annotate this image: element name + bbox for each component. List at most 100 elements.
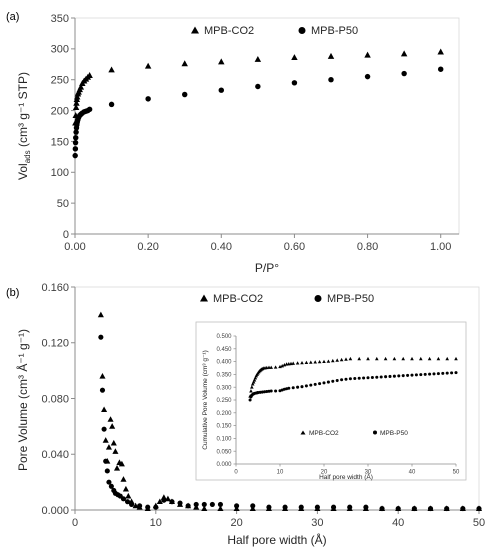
inset-point-mpb-co2-48 xyxy=(418,356,423,361)
panel-a-point-mpb-co2-21 xyxy=(327,52,335,59)
inset-point-mpb-p50-20 xyxy=(287,386,291,390)
inset-y-tick-label-5: 0.250 xyxy=(216,398,232,404)
inset-legend-marker-mpb-co2 xyxy=(300,430,306,435)
panel-a-point-mpb-co2-23 xyxy=(400,50,408,57)
panel-b-point-mpb-p50-1 xyxy=(99,387,106,393)
inset-y-tick-label-10: 0.500 xyxy=(216,334,232,340)
inset-point-mpb-p50-30 xyxy=(331,379,335,383)
inset-point-mpb-p50-44 xyxy=(392,374,396,378)
inset-point-mpb-co2-1 xyxy=(249,389,253,393)
panel-a-y-tick-label-3: 150 xyxy=(51,136,69,148)
panel-b-point-mpb-co2-14 xyxy=(122,485,129,492)
panel-a-point-mpb-co2-24 xyxy=(437,48,444,55)
inset-point-mpb-co2-37 xyxy=(335,358,340,362)
inset-cumulative-pore-volume: 0.000 0.050 0.100 0.150 0.200 0.250 0.300 0.350… xyxy=(195,321,467,481)
inset-point-mpb-p50-50 xyxy=(419,373,423,377)
inset-point-mpb-co2-38 xyxy=(339,357,344,362)
panel-b-point-mpb-p50-36 xyxy=(411,506,417,512)
panel-a-point-mpb-co2-16 xyxy=(144,62,152,69)
panel-b-point-mpb-p50-21 xyxy=(193,501,199,507)
inset-point-mpb-co2-32 xyxy=(313,360,318,364)
panel-b-point-mpb-p50-5 xyxy=(106,479,112,485)
panel-b-point-mpb-p50-13 xyxy=(129,501,135,507)
panel-a-point-mpb-co2-9 xyxy=(77,83,85,90)
panel-b-point-mpb-co2-0 xyxy=(97,311,104,318)
inset-point-mpb-p50-28 xyxy=(322,381,326,385)
panel-b-point-mpb-co2-2 xyxy=(101,406,108,413)
inset-point-mpb-co2-43 xyxy=(374,356,379,361)
inset-point-mpb-p50-25 xyxy=(309,383,313,387)
panel-a-y-ticks: 0 50 100 150 200 250 300 350 xyxy=(51,13,75,241)
inset-point-mpb-co2-34 xyxy=(322,359,326,364)
inset-point-mpb-p50-55 xyxy=(441,371,445,375)
inset-point-mpb-co2-3 xyxy=(250,382,255,386)
inset-legend-label-mpb-co2: MPB-CO2 xyxy=(309,430,339,437)
inset-point-mpb-p50-46 xyxy=(401,374,405,378)
inset-point-mpb-p50-10 xyxy=(260,390,264,394)
panel-b-y-tick-label-3: 0.120 xyxy=(41,338,69,350)
inset-x-tick-label-2: 20 xyxy=(321,470,328,476)
panel-b-x-tick-label-3: 30 xyxy=(311,517,323,529)
panel-b-legend-label-mpb-p50: MPB-P50 xyxy=(327,293,374,305)
inset-point-mpb-co2-47 xyxy=(410,356,414,361)
panel-a-point-mpb-co2-5 xyxy=(73,93,81,100)
panel-b-point-mpb-co2-1 xyxy=(99,373,106,379)
panel-a-point-mpb-p50-27 xyxy=(437,66,444,72)
panel-a-point-mpb-co2-20 xyxy=(291,54,298,61)
inset-point-mpb-co2-46 xyxy=(401,356,406,361)
inset-point-mpb-co2-45 xyxy=(392,356,397,361)
panel-b-point-mpb-co2-7 xyxy=(109,423,116,429)
inset-point-mpb-p50-43 xyxy=(388,374,392,378)
panel-a-point-mpb-co2-17 xyxy=(181,60,188,67)
inset-point-mpb-co2-5 xyxy=(252,378,257,382)
panel-a-y-tick-label-5: 250 xyxy=(51,75,69,87)
inset-y-tick-label-6: 0.300 xyxy=(216,385,232,391)
panel-a-legend: MPB-CO2 MPB-P50 xyxy=(191,25,358,37)
inset-point-mpb-co2-39 xyxy=(344,357,348,361)
panel-a-point-mpb-p50-19 xyxy=(145,96,151,102)
inset-y-tick-label-7: 0.350 xyxy=(216,373,232,379)
panel-a-y-tick-label-4: 200 xyxy=(51,105,69,117)
panel-b-point-mpb-co2-29 xyxy=(217,505,224,512)
panel-b-y-tick-label-4: 0.160 xyxy=(41,282,69,294)
inset-point-mpb-p50-41 xyxy=(379,375,383,379)
inset-point-mpb-p50-29 xyxy=(326,380,330,384)
panel-b-point-mpb-co2-3 xyxy=(102,437,109,443)
inset-frame xyxy=(195,321,467,481)
inset-legend-label-mpb-p50: MPB-P50 xyxy=(380,430,408,437)
inset-y-tick-label-0: 0.000 xyxy=(216,462,232,468)
panel-b-y-tick-label-0: 0.000 xyxy=(41,505,69,517)
panel-b-y-tick-label-2: 0.080 xyxy=(41,393,69,405)
panel-b-x-ticks: 0 10 20 30 40 50 xyxy=(72,510,485,529)
panel-a-point-mpb-co2-15 xyxy=(108,66,115,73)
panel-a-point-mpb-co2-3 xyxy=(73,99,80,106)
panel-b-pore-size-distribution: (b) 0.000 0.040 0.080 0.120 0.160 0 10 20 30 40 5… xyxy=(6,282,485,547)
panel-b-point-mpb-co2-12 xyxy=(118,460,125,467)
inset-point-mpb-co2-6 xyxy=(253,376,258,380)
inset-point-mpb-p50-31 xyxy=(335,379,339,383)
inset-point-mpb-p50-38 xyxy=(366,376,370,380)
inset-point-mpb-p50-32 xyxy=(340,378,344,382)
panel-b-x-axis-label: Half pore width (Å) xyxy=(227,532,326,547)
inset-point-mpb-p50-14 xyxy=(269,389,273,393)
inset-point-mpb-p50-12 xyxy=(265,390,269,394)
panel-a-point-mpb-p50-20 xyxy=(181,91,188,98)
panel-b-point-mpb-co2-6 xyxy=(107,416,114,422)
inset-point-mpb-p50-23 xyxy=(300,385,304,389)
panel-b-point-mpb-p50-2 xyxy=(101,426,107,432)
panel-a-point-mpb-p50-25 xyxy=(364,73,371,80)
panel-b-y-tick-label-1: 0.040 xyxy=(41,449,69,461)
inset-point-mpb-p50-21 xyxy=(291,386,295,390)
panel-a-point-mpb-co2-22 xyxy=(364,51,371,58)
inset-y-axis-label: Cumulative Pore Volume (cm³ g⁻¹) xyxy=(202,350,209,450)
panel-a-point-mpb-p50-26 xyxy=(401,70,407,77)
panel-b-point-mpb-p50-24 xyxy=(217,501,223,507)
inset-point-mpb-co2-36 xyxy=(330,358,335,363)
panel-b-point-mpb-co2-5 xyxy=(105,444,112,450)
panel-a-x-tick-label-4: 0.80 xyxy=(357,241,378,253)
inset-point-mpb-p50-9 xyxy=(258,390,262,394)
inset-point-mpb-p50-51 xyxy=(423,372,427,376)
inset-y-tick-label-2: 0.100 xyxy=(216,437,232,443)
panel-b-point-mpb-p50-20 xyxy=(185,503,191,509)
panel-b-point-mpb-p50-38 xyxy=(444,506,450,512)
